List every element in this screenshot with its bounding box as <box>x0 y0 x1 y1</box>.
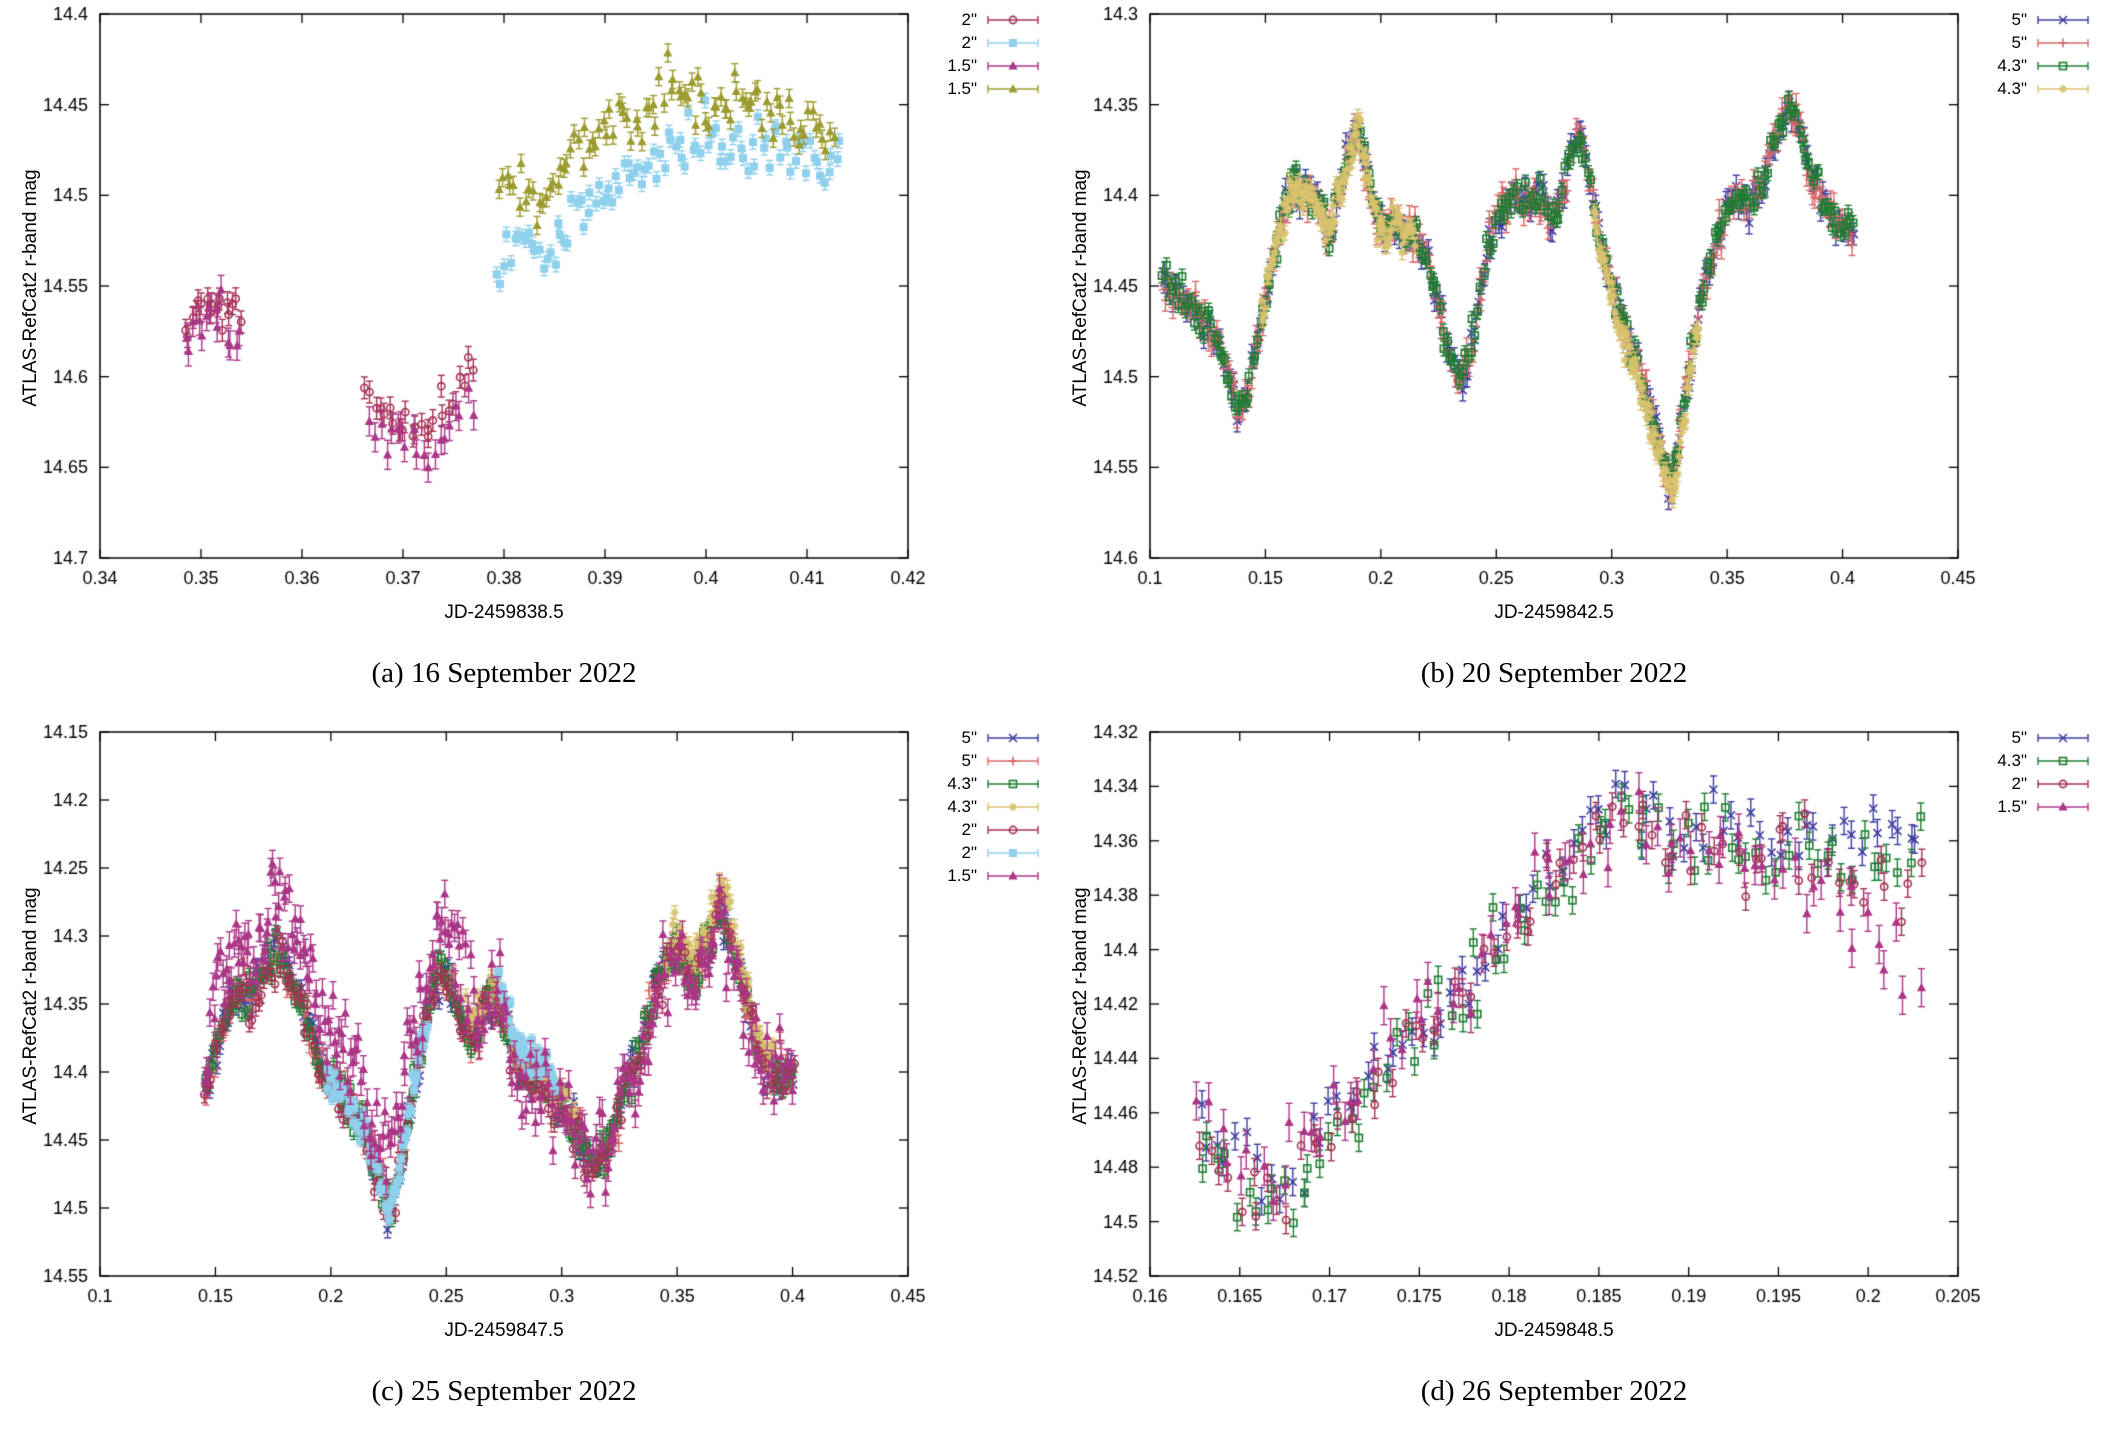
x-axis-label-a: JD-2459838.5 <box>444 602 564 623</box>
scatter-plot-a <box>0 0 1050 645</box>
panel-b: ATLAS-RefCat2 r-band mag JD-2459842.5 5"… <box>1050 0 2101 718</box>
legend-entry: 4.3" <box>912 772 1042 795</box>
legend-label: 1.5" <box>947 55 977 75</box>
caption-a: (a) 16 September 2022 <box>371 657 637 689</box>
legend-label: 2" <box>961 9 978 29</box>
legend-sample-square-open-icon <box>2034 750 2092 771</box>
legend-label: 4.3" <box>947 796 977 816</box>
legend-label: 2" <box>961 842 978 862</box>
legend-a: 2" 2" 1.5" 1.5" <box>912 8 1042 100</box>
caption-b: (b) 20 September 2022 <box>1420 657 1688 689</box>
chart-area-a: ATLAS-RefCat2 r-band mag JD-2459838.5 2"… <box>0 0 1050 645</box>
legend-sample-triangle-filled-icon <box>984 55 1042 76</box>
legend-label: 5" <box>2011 32 2028 52</box>
legend-entry: 1.5" <box>912 54 1042 77</box>
legend-label: 1.5" <box>1997 796 2027 816</box>
scatter-plot-d <box>1050 718 2100 1363</box>
legend-sample-star-icon <box>2034 78 2092 99</box>
legend-sample-x-icon <box>984 727 1042 748</box>
y-axis-label-c: ATLAS-RefCat2 r-band mag <box>20 887 41 1125</box>
legend-entry: 5" <box>912 749 1042 772</box>
legend-label: 1.5" <box>947 78 977 98</box>
legend-sample-plus-icon <box>984 750 1042 771</box>
legend-label: 4.3" <box>947 773 977 793</box>
legend-label: 1.5" <box>947 865 977 885</box>
legend-label: 4.3" <box>1997 750 2027 770</box>
chart-area-b: ATLAS-RefCat2 r-band mag JD-2459842.5 5"… <box>1050 0 2100 645</box>
legend-b: 5" 5" 4.3" 4.3" <box>1962 8 2092 100</box>
legend-entry: 4.3" <box>1962 54 2092 77</box>
legend-entry: 2" <box>912 31 1042 54</box>
legend-entry: 1.5" <box>912 77 1042 100</box>
legend-entry: 5" <box>912 726 1042 749</box>
legend-c: 5" 5" 4.3" 4.3" 2" 2" 1.5" <box>912 726 1042 887</box>
x-axis-label-b: JD-2459842.5 <box>1494 602 1614 623</box>
panel-a: ATLAS-RefCat2 r-band mag JD-2459838.5 2"… <box>0 0 1050 718</box>
legend-sample-x-icon <box>2034 9 2092 30</box>
legend-entry: 5" <box>1962 31 2092 54</box>
legend-sample-triangle-filled-icon <box>984 78 1042 99</box>
legend-sample-triangle-filled-icon <box>2034 796 2092 817</box>
legend-label: 2" <box>961 819 978 839</box>
legend-entry: 5" <box>1962 8 2092 31</box>
legend-label: 5" <box>961 750 978 770</box>
legend-sample-square-open-icon <box>984 773 1042 794</box>
panel-d: ATLAS-RefCat2 r-band mag JD-2459848.5 5"… <box>1050 718 2101 1437</box>
legend-entry: 4.3" <box>1962 77 2092 100</box>
x-axis-label-c: JD-2459847.5 <box>444 1320 564 1341</box>
legend-entry: 4.3" <box>1962 749 2092 772</box>
legend-sample-x-icon <box>2034 727 2092 748</box>
legend-entry: 1.5" <box>1962 795 2092 818</box>
legend-entry: 2" <box>912 841 1042 864</box>
legend-sample-star-icon <box>984 796 1042 817</box>
legend-label: 5" <box>2011 9 2028 29</box>
legend-label: 4.3" <box>1997 78 2027 98</box>
legend-sample-square-open-icon <box>2034 55 2092 76</box>
scatter-plot-c <box>0 718 1050 1363</box>
legend-sample-square-filled-icon <box>984 842 1042 863</box>
legend-sample-triangle-filled-icon <box>984 865 1042 886</box>
caption-c: (c) 25 September 2022 <box>371 1375 637 1407</box>
legend-entry: 4.3" <box>912 795 1042 818</box>
legend-entry: 2" <box>912 8 1042 31</box>
x-axis-label-d: JD-2459848.5 <box>1494 1320 1614 1341</box>
legend-sample-square-filled-icon <box>984 32 1042 53</box>
scatter-plot-b <box>1050 0 2100 645</box>
y-axis-label-b: ATLAS-RefCat2 r-band mag <box>1070 169 1091 407</box>
chart-area-c: ATLAS-RefCat2 r-band mag JD-2459847.5 5"… <box>0 718 1050 1363</box>
legend-d: 5" 4.3" 2" 1.5" <box>1962 726 2092 818</box>
y-axis-label-d: ATLAS-RefCat2 r-band mag <box>1070 887 1091 1125</box>
legend-label: 4.3" <box>1997 55 2027 75</box>
legend-sample-plus-icon <box>2034 32 2092 53</box>
legend-label: 5" <box>2011 727 2028 747</box>
caption-d: (d) 26 September 2022 <box>1420 1375 1688 1407</box>
legend-entry: 2" <box>1962 772 2092 795</box>
legend-sample-circle-open-icon <box>984 819 1042 840</box>
chart-area-d: ATLAS-RefCat2 r-band mag JD-2459848.5 5"… <box>1050 718 2100 1363</box>
legend-label: 2" <box>961 32 978 52</box>
legend-entry: 2" <box>912 818 1042 841</box>
y-axis-label-a: ATLAS-RefCat2 r-band mag <box>20 169 41 407</box>
legend-label: 5" <box>961 727 978 747</box>
legend-label: 2" <box>2011 773 2028 793</box>
legend-sample-circle-open-icon <box>2034 773 2092 794</box>
legend-sample-circle-open-icon <box>984 9 1042 30</box>
legend-entry: 5" <box>1962 726 2092 749</box>
panel-c: ATLAS-RefCat2 r-band mag JD-2459847.5 5"… <box>0 718 1050 1437</box>
legend-entry: 1.5" <box>912 864 1042 887</box>
